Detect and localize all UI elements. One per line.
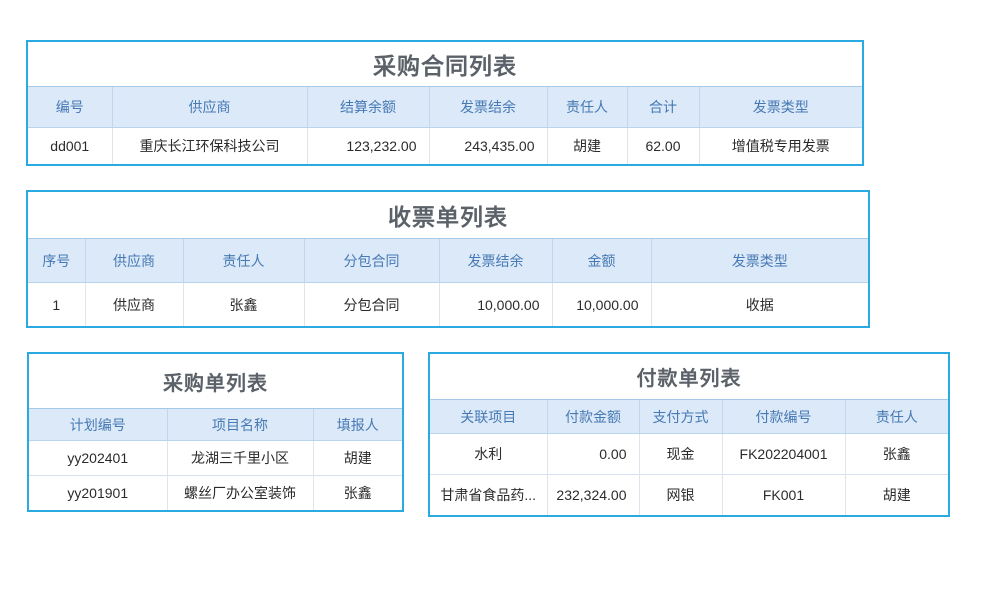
table-cell: 螺丝厂办公室装饰 [166,475,313,510]
column-header: 付款金额 [546,399,639,434]
table-cell: 收据 [650,282,868,326]
table-cell: 胡建 [312,440,402,476]
table-cell: FK202204001 [721,433,845,475]
column-header: 序号 [28,238,85,283]
header-row: 关联项目 付款金额 支付方式 付款编号 责任人 [430,399,948,434]
column-header: 结算余额 [306,86,429,128]
column-header: 发票类型 [650,238,868,283]
column-header: 供应商 [84,238,183,283]
table-cell: 水利 [430,433,547,475]
column-header: 项目名称 [166,408,313,441]
table-cell: 243,435.00 [428,127,547,164]
receipt-grid: 序号 供应商 责任人 分包合同 发票结余 金额 发票类型 1 供应商 张鑫 分包… [28,238,868,326]
table-cell: FK001 [721,474,845,515]
purchase-order-grid: 计划编号 项目名称 填报人 yy202401 龙湖三千里小区 胡建 yy2019… [29,408,402,510]
table-row[interactable]: dd001 重庆长江环保科技公司 123,232.00 243,435.00 胡… [28,127,862,164]
purchase-contract-title: 采购合同列表 [373,53,517,79]
table-cell: 甘肃省食品药... [430,474,547,515]
table-row[interactable]: 甘肃省食品药... 232,324.00 网银 FK001 胡建 [430,474,948,515]
column-header: 合计 [626,86,699,128]
column-header: 责任人 [182,238,304,283]
column-header: 分包合同 [303,238,439,283]
header-row: 序号 供应商 责任人 分包合同 发票结余 金额 发票类型 [28,238,868,283]
table-cell: 张鑫 [182,282,304,326]
table-cell: 供应商 [84,282,183,326]
header-row: 计划编号 项目名称 填报人 [29,408,402,441]
table-row[interactable]: yy201901 螺丝厂办公室装饰 张鑫 [29,475,402,510]
payment-grid: 关联项目 付款金额 支付方式 付款编号 责任人 水利 0.00 现金 FK202… [430,399,948,515]
table-cell: 现金 [638,433,722,475]
table-cell: 10,000.00 [551,282,651,326]
table-cell: dd001 [28,127,112,164]
receipt-table: 收票单列表 序号 供应商 责任人 分包合同 发票结余 金额 发票类型 [26,190,870,328]
table-cell: 张鑫 [312,475,402,510]
table-cell: 10,000.00 [438,282,552,326]
purchase-order-title: 采购单列表 [163,372,268,395]
column-header: 支付方式 [638,399,722,434]
table-cell: 0.00 [546,433,639,475]
column-header: 发票结余 [438,238,552,283]
column-header: 计划编号 [29,408,167,441]
payment-title: 付款单列表 [636,368,742,390]
column-header: 付款编号 [721,399,845,434]
table-row[interactable]: 水利 0.00 现金 FK202204001 张鑫 [430,433,948,475]
purchase-contract-table: 采购合同列表 编号 供应商 结算余额 发票结余 责任人 合计 发票类型 [26,40,864,166]
table-cell: 62.00 [626,127,699,164]
column-header: 编号 [28,86,112,128]
table-cell: 张鑫 [844,433,948,475]
column-header: 责任人 [844,399,948,434]
table-cell: 分包合同 [303,282,439,326]
payment-table: 付款单列表 关联项目 付款金额 支付方式 付款编号 责任人 水利 0.00 [428,352,950,517]
table-row[interactable]: yy202401 龙湖三千里小区 胡建 [29,440,402,476]
column-header: 金额 [551,238,651,283]
column-header: 发票类型 [698,86,862,128]
purchase-order-table: 采购单列表 计划编号 项目名称 填报人 yy202401 龙湖三千里小区 胡建 [27,352,404,512]
receipt-title: 收票单列表 [388,204,508,230]
table-cell: 胡建 [844,474,948,515]
table-cell: 1 [28,282,85,326]
column-header: 关联项目 [430,399,547,434]
header-row: 编号 供应商 结算余额 发票结余 责任人 合计 发票类型 [28,86,862,128]
table-cell: 龙湖三千里小区 [166,440,313,476]
table-cell: 123,232.00 [306,127,429,164]
purchase-contract-grid: 编号 供应商 结算余额 发票结余 责任人 合计 发票类型 dd001 重庆长江环… [28,86,862,164]
column-header: 填报人 [312,408,402,441]
column-header: 发票结余 [428,86,547,128]
column-header: 供应商 [111,86,307,128]
table-cell: yy202401 [29,440,167,476]
table-cell: 胡建 [546,127,627,164]
table-cell: 重庆长江环保科技公司 [111,127,307,164]
table-cell: yy201901 [29,475,167,510]
table-row[interactable]: 1 供应商 张鑫 分包合同 10,000.00 10,000.00 收据 [28,282,868,326]
table-cell: 增值税专用发票 [698,127,862,164]
table-cell: 232,324.00 [546,474,639,515]
column-header: 责任人 [546,86,627,128]
table-cell: 网银 [638,474,722,515]
